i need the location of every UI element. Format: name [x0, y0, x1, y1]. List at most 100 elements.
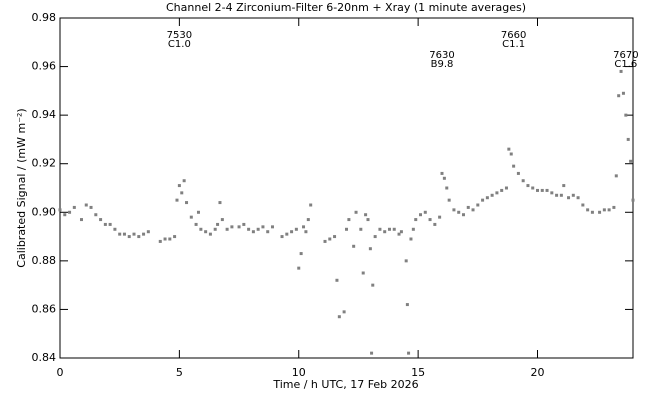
data-point — [404, 259, 408, 263]
data-point — [624, 113, 628, 117]
data-point — [378, 227, 382, 231]
data-point — [571, 193, 575, 197]
data-point — [182, 179, 186, 183]
data-point — [208, 232, 212, 236]
data-point — [173, 235, 177, 239]
data-point — [576, 196, 580, 200]
data-point — [94, 213, 98, 217]
data-point — [189, 215, 193, 219]
data-point — [500, 188, 504, 192]
data-point — [409, 237, 413, 241]
data-point — [617, 94, 621, 98]
data-point — [216, 222, 220, 226]
data-point — [457, 210, 461, 214]
y-tick-label: 0.84 — [32, 351, 57, 364]
data-point — [213, 227, 217, 231]
y-tick-label: 0.86 — [32, 302, 57, 315]
data-point — [137, 235, 141, 239]
data-point — [251, 230, 255, 234]
data-point — [433, 222, 437, 226]
data-point — [438, 215, 442, 219]
data-point — [185, 201, 189, 205]
data-point — [328, 237, 332, 241]
data-point — [220, 218, 224, 222]
data-point — [261, 225, 265, 229]
data-point — [335, 278, 339, 282]
data-point — [342, 310, 346, 314]
data-point — [485, 196, 489, 200]
flare-number: 7660 — [501, 30, 526, 41]
data-point — [368, 247, 372, 251]
flare-number: 7530 — [167, 30, 192, 41]
data-point — [373, 235, 377, 239]
data-point — [559, 193, 563, 197]
data-point — [280, 235, 284, 239]
data-point — [440, 171, 444, 175]
data-point — [354, 210, 358, 214]
data-point — [540, 188, 544, 192]
data-point — [516, 171, 520, 175]
x-tick-label: 10 — [292, 366, 306, 379]
data-point — [411, 227, 415, 231]
data-point — [266, 230, 270, 234]
data-point — [629, 159, 633, 163]
flare-class: C1.6 — [614, 59, 637, 70]
data-point — [142, 232, 146, 236]
data-point — [631, 198, 635, 202]
data-point — [132, 232, 136, 236]
flare-number: 7670 — [613, 50, 638, 61]
data-point — [72, 205, 76, 209]
data-point — [127, 235, 131, 239]
data-point — [366, 218, 370, 222]
data-point — [218, 201, 222, 205]
data-point — [567, 196, 571, 200]
data-point — [447, 198, 451, 202]
y-tick-label: 0.88 — [32, 254, 57, 267]
data-point — [290, 230, 294, 234]
data-point — [175, 198, 179, 202]
data-point — [619, 69, 623, 73]
data-point — [345, 227, 348, 231]
data-point — [99, 218, 103, 222]
data-point — [555, 193, 559, 197]
data-point — [180, 191, 184, 195]
data-point — [84, 203, 88, 207]
data-point — [562, 184, 566, 188]
y-tick-label: 0.94 — [32, 108, 57, 121]
x-tick-label: 5 — [176, 366, 183, 379]
data-point — [461, 213, 465, 217]
y-tick-label: 0.92 — [32, 157, 57, 170]
data-point — [108, 222, 112, 226]
data-point — [237, 225, 241, 229]
data-point — [621, 91, 625, 95]
data-point — [495, 191, 499, 195]
data-point — [614, 174, 618, 178]
data-point — [521, 179, 525, 183]
data-point — [387, 227, 391, 231]
x-axis-label: Time / h UTC, 17 Feb 2026 — [272, 378, 418, 391]
data-point — [177, 184, 181, 188]
data-point — [442, 176, 446, 180]
data-point — [452, 208, 456, 212]
data-point — [113, 227, 117, 231]
data-point — [371, 283, 375, 287]
x-tick-label: 20 — [531, 366, 545, 379]
data-point — [414, 218, 418, 222]
data-point — [405, 303, 409, 307]
data-point — [399, 230, 403, 234]
data-point — [471, 208, 475, 212]
data-point — [196, 210, 200, 214]
data-point — [466, 205, 470, 209]
data-point — [347, 218, 351, 222]
data-point — [581, 203, 585, 207]
data-point — [550, 191, 554, 195]
data-point — [79, 218, 83, 222]
data-point — [194, 222, 198, 226]
data-point — [270, 225, 274, 229]
data-point — [204, 230, 208, 234]
data-point — [397, 232, 401, 236]
data-point — [359, 227, 363, 231]
data-point — [299, 252, 303, 256]
data-point — [103, 222, 107, 226]
